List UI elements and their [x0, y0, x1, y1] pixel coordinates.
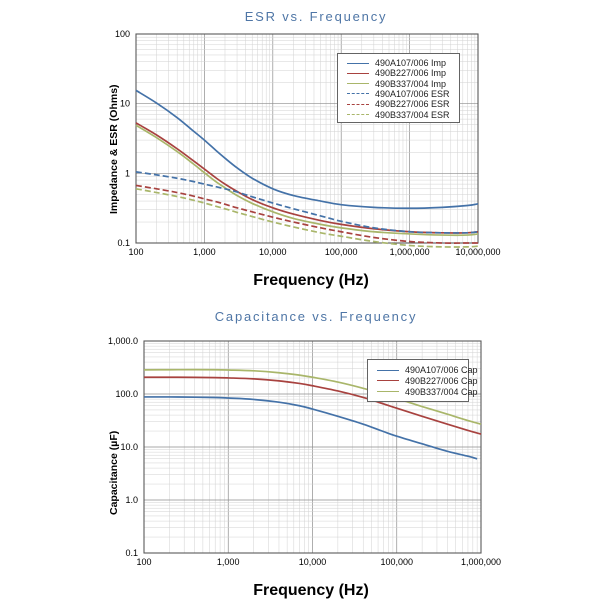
- svg-text:1,000: 1,000: [193, 247, 216, 257]
- svg-text:100.0: 100.0: [115, 389, 138, 399]
- svg-text:100: 100: [136, 557, 151, 567]
- svg-text:10,000,000: 10,000,000: [455, 247, 500, 257]
- svg-text:100,000: 100,000: [381, 557, 414, 567]
- svg-text:1,000,000: 1,000,000: [390, 247, 430, 257]
- svg-text:100: 100: [115, 29, 130, 39]
- svg-text:0.1: 0.1: [117, 238, 130, 248]
- svg-text:1,000.0: 1,000.0: [108, 336, 138, 346]
- svg-text:10,000: 10,000: [259, 247, 287, 257]
- svg-text:1,000: 1,000: [217, 557, 240, 567]
- svg-text:10,000: 10,000: [299, 557, 327, 567]
- svg-text:1: 1: [125, 168, 130, 178]
- svg-text:1,000,000: 1,000,000: [461, 557, 501, 567]
- svg-text:100,000: 100,000: [325, 247, 358, 257]
- svg-text:10: 10: [120, 99, 130, 109]
- svg-text:100: 100: [128, 247, 143, 257]
- svg-text:10.0: 10.0: [120, 442, 138, 452]
- svg-text:1.0: 1.0: [125, 495, 138, 505]
- svg-text:0.1: 0.1: [125, 548, 138, 558]
